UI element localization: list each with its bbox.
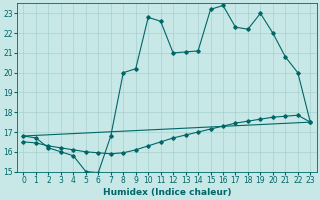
- X-axis label: Humidex (Indice chaleur): Humidex (Indice chaleur): [103, 188, 231, 197]
